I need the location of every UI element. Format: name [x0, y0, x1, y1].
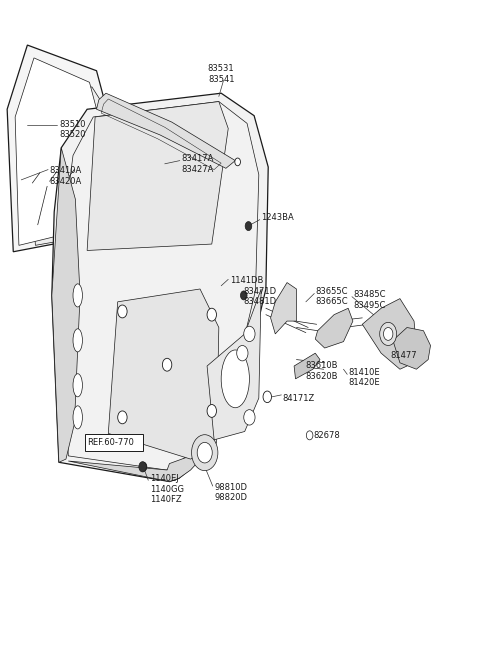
Text: 83410A
83420A: 83410A 83420A — [49, 166, 82, 186]
Circle shape — [145, 364, 156, 379]
Circle shape — [306, 431, 313, 440]
Polygon shape — [7, 45, 106, 252]
Text: 83610B
83620B: 83610B 83620B — [305, 362, 337, 381]
Text: 84171Z: 84171Z — [282, 394, 314, 403]
Text: 83417A
83427A: 83417A 83427A — [181, 154, 214, 174]
Circle shape — [162, 358, 172, 371]
Ellipse shape — [73, 284, 83, 307]
Text: 1243BA: 1243BA — [261, 213, 294, 221]
Text: 83510
83520: 83510 83520 — [59, 120, 85, 140]
Text: 83531
83541: 83531 83541 — [208, 64, 235, 84]
Text: 83471D
83481D: 83471D 83481D — [244, 287, 277, 307]
Polygon shape — [393, 328, 431, 369]
Polygon shape — [28, 86, 118, 246]
Circle shape — [244, 409, 255, 425]
FancyBboxPatch shape — [85, 434, 143, 451]
Circle shape — [263, 391, 272, 403]
Polygon shape — [96, 93, 235, 168]
Circle shape — [245, 221, 252, 231]
Circle shape — [207, 309, 216, 321]
Circle shape — [192, 435, 218, 471]
Circle shape — [235, 158, 240, 166]
Circle shape — [244, 326, 255, 342]
Polygon shape — [68, 456, 198, 481]
Circle shape — [118, 411, 127, 424]
Text: 83485C
83495C: 83485C 83495C — [353, 290, 385, 310]
Circle shape — [384, 328, 393, 341]
Text: 98810D
98820D: 98810D 98820D — [214, 483, 247, 502]
Polygon shape — [207, 289, 261, 440]
Polygon shape — [315, 309, 353, 348]
Circle shape — [140, 462, 147, 472]
Ellipse shape — [73, 374, 83, 397]
Circle shape — [123, 334, 178, 408]
Polygon shape — [15, 58, 98, 246]
Text: REF.60-770: REF.60-770 — [87, 438, 134, 447]
Polygon shape — [362, 299, 416, 369]
Circle shape — [131, 344, 170, 398]
Text: 81410E
81420E: 81410E 81420E — [348, 368, 380, 387]
Text: 1140EJ
1140GG
1140FZ: 1140EJ 1140GG 1140FZ — [150, 474, 184, 504]
Text: 1141DB: 1141DB — [229, 276, 263, 285]
Polygon shape — [108, 289, 219, 459]
Circle shape — [197, 442, 212, 463]
Polygon shape — [87, 102, 228, 250]
Polygon shape — [52, 148, 80, 462]
Circle shape — [139, 462, 146, 472]
Circle shape — [207, 405, 216, 417]
Circle shape — [237, 345, 248, 361]
Polygon shape — [52, 93, 268, 481]
Text: 81477: 81477 — [391, 350, 417, 360]
Ellipse shape — [73, 329, 83, 352]
Circle shape — [118, 305, 127, 318]
Ellipse shape — [73, 406, 83, 429]
Circle shape — [240, 291, 247, 300]
Polygon shape — [294, 353, 320, 379]
Text: 82678: 82678 — [313, 431, 340, 440]
Polygon shape — [271, 282, 297, 334]
Text: 83655C
83665C: 83655C 83665C — [315, 287, 348, 307]
Ellipse shape — [221, 350, 250, 407]
Circle shape — [380, 322, 396, 345]
